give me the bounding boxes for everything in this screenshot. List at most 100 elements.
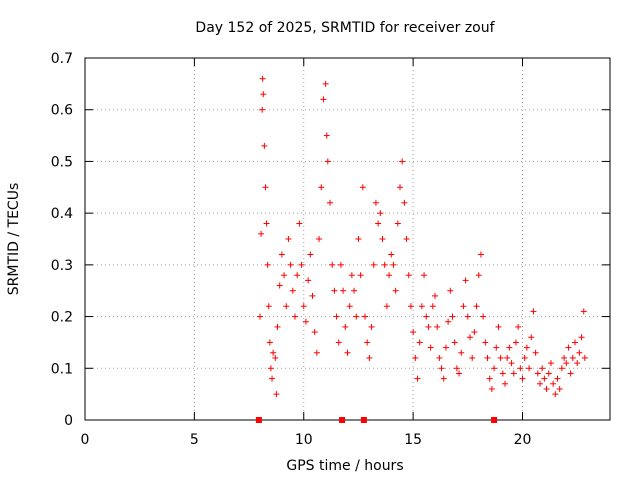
data-point [491,365,498,372]
data-point [464,313,471,320]
data-point [366,354,373,361]
data-point [289,287,296,294]
data-point [273,391,280,398]
data-point [558,365,565,372]
data-point [572,339,578,346]
y-tick-label: 0.2 [51,310,73,326]
y-tick-label: 0 [64,413,73,429]
y-axis-label: SRMTID / TECUs [6,183,22,296]
data-point [447,287,454,294]
data-point [257,313,263,320]
data-point [508,360,515,367]
data-point [383,303,390,310]
data-point [539,365,546,372]
data-point [530,308,537,315]
data-point [475,272,482,279]
data-point [543,385,550,392]
data-point [379,236,386,242]
data-point [276,282,283,289]
data-point [381,261,388,268]
data-point [451,339,458,346]
data-point [469,354,476,361]
data-point [333,313,340,320]
data-point [532,349,539,356]
data-point [580,308,587,315]
data-point [405,272,412,279]
data-point [528,334,535,341]
data-point [394,220,401,227]
data-point [272,354,279,361]
data-point [316,236,323,242]
data-point [399,158,406,165]
data-point [418,303,425,310]
data-point [458,349,465,356]
data-point [581,354,588,361]
data-point [311,329,318,336]
data-point [414,375,421,382]
x-tick-label: 20 [514,432,532,448]
data-point [320,96,327,103]
data-point [362,313,368,320]
data-point [515,323,522,330]
zero-marker [360,417,367,423]
data-point [368,323,375,330]
data-point [523,344,530,351]
data-point [351,287,358,294]
data-point [425,323,432,330]
data-point [292,313,298,320]
data-point [442,344,449,351]
data-point [322,80,329,87]
data-point [270,349,277,356]
data-point [300,303,307,310]
data-point [262,184,269,191]
data-point [427,344,434,351]
data-point [388,251,395,258]
data-point [386,272,393,279]
data-point [329,261,336,268]
data-point [429,303,436,310]
data-point [423,313,430,320]
data-point [574,360,581,367]
data-point [302,318,309,325]
data-point [318,184,325,191]
data-point [263,220,270,227]
data-point [307,251,314,258]
y-tick-label: 0.4 [51,206,73,222]
data-point [287,261,294,268]
data-point [453,365,460,372]
data-point [305,277,312,284]
data-point [434,323,441,330]
x-tick-label: 0 [81,432,90,448]
zero-marker [339,417,346,423]
data-point [477,251,484,258]
data-point [265,303,272,310]
data-point [460,303,467,310]
data-point [486,375,493,382]
y-tick-label: 0.6 [51,103,73,119]
data-point [355,236,362,242]
data-point [537,380,543,387]
data-point [456,370,463,377]
data-point [377,210,384,217]
data-point [313,349,320,356]
data-point [471,329,478,336]
data-point [278,251,285,258]
data-point [337,261,344,268]
data-point [497,354,504,361]
data-point [327,199,333,206]
axis-ticks: 0 0.1 0.2 0.3 0.4 0.5 0.6 0.7 0 5 10 15 20 [51,51,610,448]
data-point [346,303,353,310]
data-point [556,385,563,392]
data-point [462,277,469,284]
x-tick-label: 10 [295,432,313,448]
y-tick-label: 0.7 [51,51,73,67]
data-point [576,349,583,356]
data-point [484,354,491,361]
data-point [359,184,366,191]
data-point [348,272,355,279]
data-point [506,344,513,351]
data-point [296,220,303,227]
data-point [440,375,447,382]
data-point [554,375,561,382]
y-tick-label: 0.1 [51,361,73,377]
